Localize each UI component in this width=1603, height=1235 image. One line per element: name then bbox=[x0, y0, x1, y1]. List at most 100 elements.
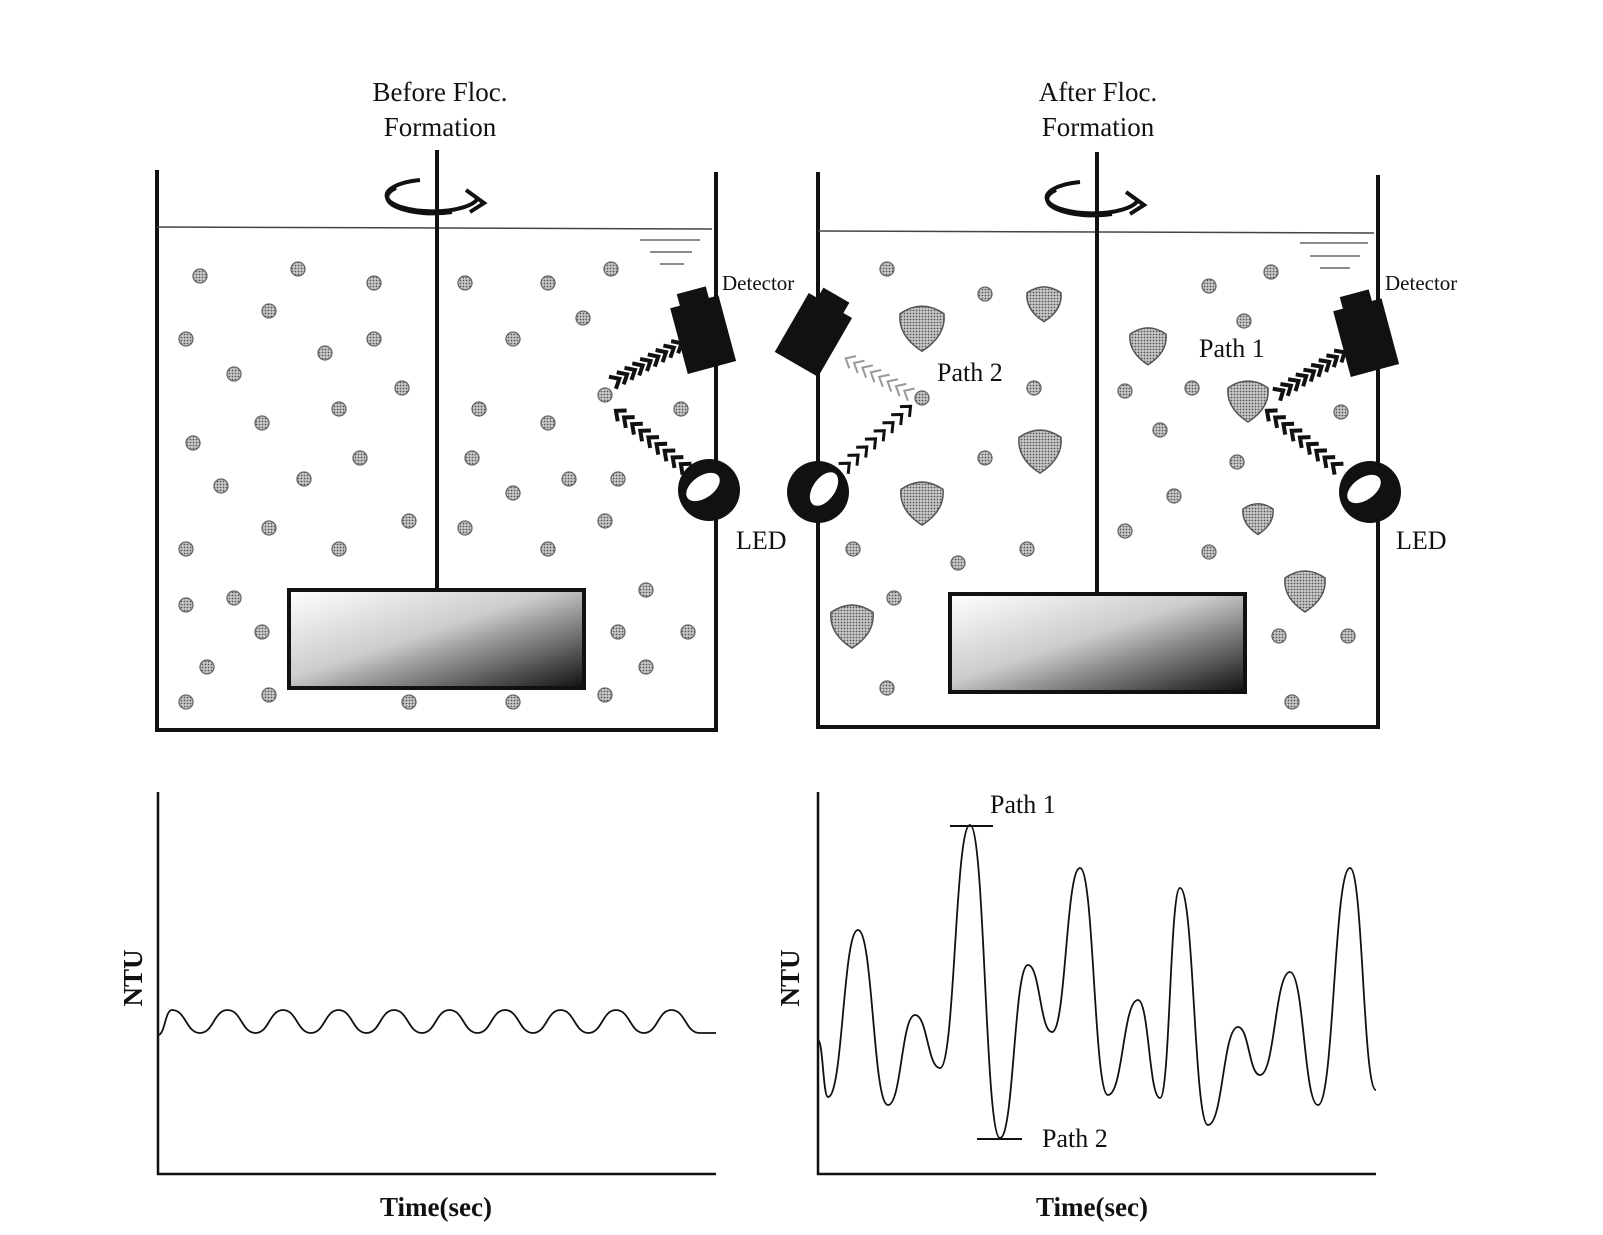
particle bbox=[1201, 544, 1217, 560]
particle bbox=[1271, 628, 1287, 644]
particle bbox=[331, 401, 347, 417]
right-tank bbox=[816, 152, 1380, 729]
particle bbox=[394, 380, 410, 396]
left-detector-icon bbox=[670, 286, 737, 374]
floc bbox=[899, 305, 945, 353]
particle bbox=[261, 687, 277, 703]
left-ylabel: NTU bbox=[118, 949, 148, 1006]
particle bbox=[540, 415, 556, 431]
particle bbox=[1117, 523, 1133, 539]
particle bbox=[226, 590, 242, 606]
particle bbox=[597, 387, 613, 403]
particle bbox=[296, 471, 312, 487]
left-led-icon bbox=[678, 459, 740, 521]
particle bbox=[178, 331, 194, 347]
particle bbox=[254, 624, 270, 640]
particle bbox=[680, 624, 696, 640]
particle bbox=[505, 694, 521, 710]
particle bbox=[366, 331, 382, 347]
particle bbox=[950, 555, 966, 571]
particle bbox=[886, 590, 902, 606]
right-detector-label: Detector bbox=[1385, 271, 1457, 295]
particle bbox=[1166, 488, 1182, 504]
chart-path2-label: Path 2 bbox=[1042, 1124, 1108, 1153]
path1-scattered-beam bbox=[1272, 348, 1348, 402]
left-detector-label: Detector bbox=[722, 271, 794, 295]
left-led-label: LED bbox=[736, 526, 787, 555]
left-tank bbox=[155, 150, 718, 732]
left-ntu-signal bbox=[157, 1009, 716, 1036]
particle bbox=[610, 471, 626, 487]
path2-label: Path 2 bbox=[937, 358, 1003, 387]
particle bbox=[178, 694, 194, 710]
particle bbox=[638, 582, 654, 598]
particle bbox=[914, 390, 930, 406]
right-rotation-arrow-icon bbox=[1044, 180, 1148, 218]
particle bbox=[610, 624, 626, 640]
path2-scattered-beam bbox=[844, 355, 915, 402]
left-title-line1: Before Floc. bbox=[373, 77, 508, 107]
particle bbox=[638, 659, 654, 675]
right-xlabel: Time(sec) bbox=[1036, 1192, 1148, 1222]
right-led-label: LED bbox=[1396, 526, 1447, 555]
particle bbox=[401, 513, 417, 529]
particle bbox=[1340, 628, 1356, 644]
particle bbox=[575, 310, 591, 326]
particle bbox=[1229, 454, 1245, 470]
right-chart-axes bbox=[816, 792, 1376, 1176]
particle bbox=[290, 261, 306, 277]
particle bbox=[331, 541, 347, 557]
left-title-line2: Formation bbox=[384, 112, 497, 142]
particle bbox=[845, 541, 861, 557]
floc bbox=[900, 481, 944, 526]
floc bbox=[1284, 570, 1326, 613]
floc bbox=[1129, 327, 1167, 366]
particles bbox=[178, 261, 1356, 710]
particle bbox=[213, 478, 229, 494]
floc bbox=[1026, 286, 1062, 323]
particle bbox=[879, 261, 895, 277]
particle bbox=[1236, 313, 1252, 329]
particle bbox=[261, 520, 277, 536]
floc bbox=[1018, 429, 1062, 474]
particle bbox=[1026, 380, 1042, 396]
particle bbox=[977, 286, 993, 302]
right-ntu-signal bbox=[817, 824, 1377, 1139]
particle bbox=[178, 597, 194, 613]
particle bbox=[471, 401, 487, 417]
right-tank-incident-beam bbox=[1264, 408, 1344, 475]
chart-path1-label: Path 1 bbox=[990, 790, 1056, 819]
particle bbox=[505, 485, 521, 501]
particle bbox=[457, 520, 473, 536]
particle bbox=[1284, 694, 1300, 710]
particle bbox=[1263, 264, 1279, 280]
left-rotation-arrow-icon bbox=[384, 178, 488, 216]
particle bbox=[1117, 383, 1133, 399]
particle bbox=[317, 345, 333, 361]
particle bbox=[1333, 404, 1349, 420]
light-beams bbox=[608, 339, 1348, 475]
left-incident-beam bbox=[613, 408, 692, 475]
particle bbox=[464, 450, 480, 466]
right-title-line1: After Floc. bbox=[1039, 77, 1157, 107]
particle bbox=[261, 303, 277, 319]
floc bbox=[1242, 503, 1274, 536]
left-scattered-beam bbox=[608, 339, 685, 390]
particle bbox=[540, 541, 556, 557]
particle bbox=[561, 471, 577, 487]
particle bbox=[1019, 541, 1035, 557]
particle bbox=[457, 275, 473, 291]
right-paddle bbox=[948, 592, 1247, 694]
particle bbox=[603, 261, 619, 277]
left-xlabel: Time(sec) bbox=[380, 1192, 492, 1222]
particle bbox=[1184, 380, 1200, 396]
particle bbox=[199, 659, 215, 675]
particle bbox=[977, 450, 993, 466]
right-title-line2: Formation bbox=[1042, 112, 1155, 142]
particle bbox=[352, 450, 368, 466]
floc bbox=[830, 604, 874, 649]
particle bbox=[1152, 422, 1168, 438]
particle bbox=[401, 694, 417, 710]
